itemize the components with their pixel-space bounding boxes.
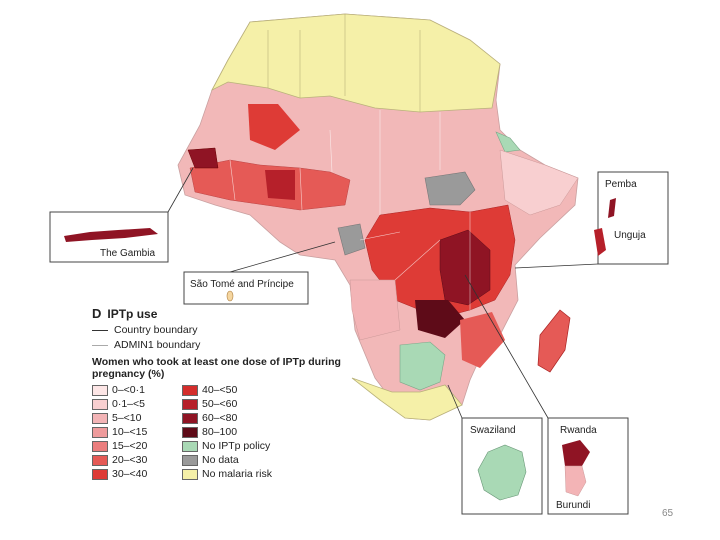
legend-item: 0·1–<5 xyxy=(92,398,182,410)
legend-swatch xyxy=(92,398,108,410)
legend-label: 60–<80 xyxy=(202,412,238,424)
legend-label: 10–<15 xyxy=(112,426,148,438)
pemba-label: Pemba xyxy=(605,179,637,190)
legend-swatch xyxy=(92,384,108,396)
admin1-boundary-item: ADMIN1 boundary xyxy=(92,339,362,351)
legend-swatch xyxy=(92,454,108,466)
admin1-boundary-label: ADMIN1 boundary xyxy=(114,339,201,351)
legend: D IPTp use Country boundary ADMIN1 bound… xyxy=(92,306,362,480)
no-policy-southern xyxy=(399,341,446,391)
country-boundary-swatch xyxy=(92,329,108,331)
legend-label: 0–<0·1 xyxy=(112,384,145,396)
legend-label: 5–<10 xyxy=(112,412,142,424)
legend-swatch xyxy=(92,412,108,424)
legend-label: No malaria risk xyxy=(202,468,273,480)
legend-swatch xyxy=(182,468,198,480)
legend-swatch xyxy=(92,468,108,480)
country-boundary-label: Country boundary xyxy=(114,324,198,336)
rwanda-burundi-inset xyxy=(547,417,629,515)
legend-label: 80–100 xyxy=(202,426,238,438)
burundi-label: Burundi xyxy=(556,500,590,511)
legend-item: No data xyxy=(182,454,322,466)
page-number: 65 xyxy=(662,508,674,519)
legend-item: 10–<15 xyxy=(92,426,182,438)
legend-label: 20–<30 xyxy=(112,454,148,466)
legend-label: 40–<50 xyxy=(202,384,238,396)
legend-title: D IPTp use xyxy=(92,306,362,321)
legend-label: No data xyxy=(202,454,239,466)
admin1-boundary-swatch xyxy=(92,344,108,346)
legend-item: 80–100 xyxy=(182,426,322,438)
legend-item: No IPTp policy xyxy=(182,440,322,452)
sao-tome-label: São Tomé and Príncipe xyxy=(190,279,294,290)
legend-swatch xyxy=(92,440,108,452)
swaziland-label: Swaziland xyxy=(470,425,516,436)
legend-swatch xyxy=(92,426,108,438)
unguja-label: Unguja xyxy=(614,230,646,241)
legend-item: 15–<20 xyxy=(92,440,182,452)
gambia-label: The Gambia xyxy=(100,248,155,259)
legend-label: 0·1–<5 xyxy=(112,398,145,410)
legend-item: 5–<10 xyxy=(92,412,182,424)
legend-item: 50–<60 xyxy=(182,398,322,410)
panel-letter: D xyxy=(92,306,102,321)
south-africa-no-risk xyxy=(351,377,463,421)
legend-subheading: Women who took at least one dose of IPTp… xyxy=(92,356,341,380)
legend-swatch xyxy=(182,440,198,452)
legend-item: 0–<0·1 xyxy=(92,384,182,396)
no-data-region xyxy=(424,171,476,206)
sao-tome-inset xyxy=(183,271,309,305)
legend-swatch xyxy=(182,454,198,466)
zanzibar-inset xyxy=(597,171,669,265)
legend-swatch xyxy=(182,398,198,410)
legend-item: 30–<40 xyxy=(92,468,182,480)
legend-swatch xyxy=(182,384,198,396)
legend-item: 20–<30 xyxy=(92,454,182,466)
legend-label: 50–<60 xyxy=(202,398,238,410)
north-africa-no-risk xyxy=(211,13,501,113)
country-boundary-item: Country boundary xyxy=(92,324,362,336)
legend-label: 15–<20 xyxy=(112,440,148,452)
rwanda-label: Rwanda xyxy=(560,425,597,436)
legend-swatch xyxy=(182,412,198,424)
legend-item: 40–<50 xyxy=(182,384,322,396)
legend-categories: 0–<0·1 40–<50 0·1–<5 50–<60 5–<10 60–<80 10–<1… xyxy=(92,384,362,480)
legend-swatch xyxy=(182,426,198,438)
madagascar xyxy=(537,309,571,373)
legend-label: No IPTp policy xyxy=(202,440,271,452)
legend-label: 30–<40 xyxy=(112,468,148,480)
legend-item: 60–<80 xyxy=(182,412,322,424)
legend-heading: IPTp use xyxy=(107,306,158,321)
legend-item: No malaria risk xyxy=(182,468,322,480)
